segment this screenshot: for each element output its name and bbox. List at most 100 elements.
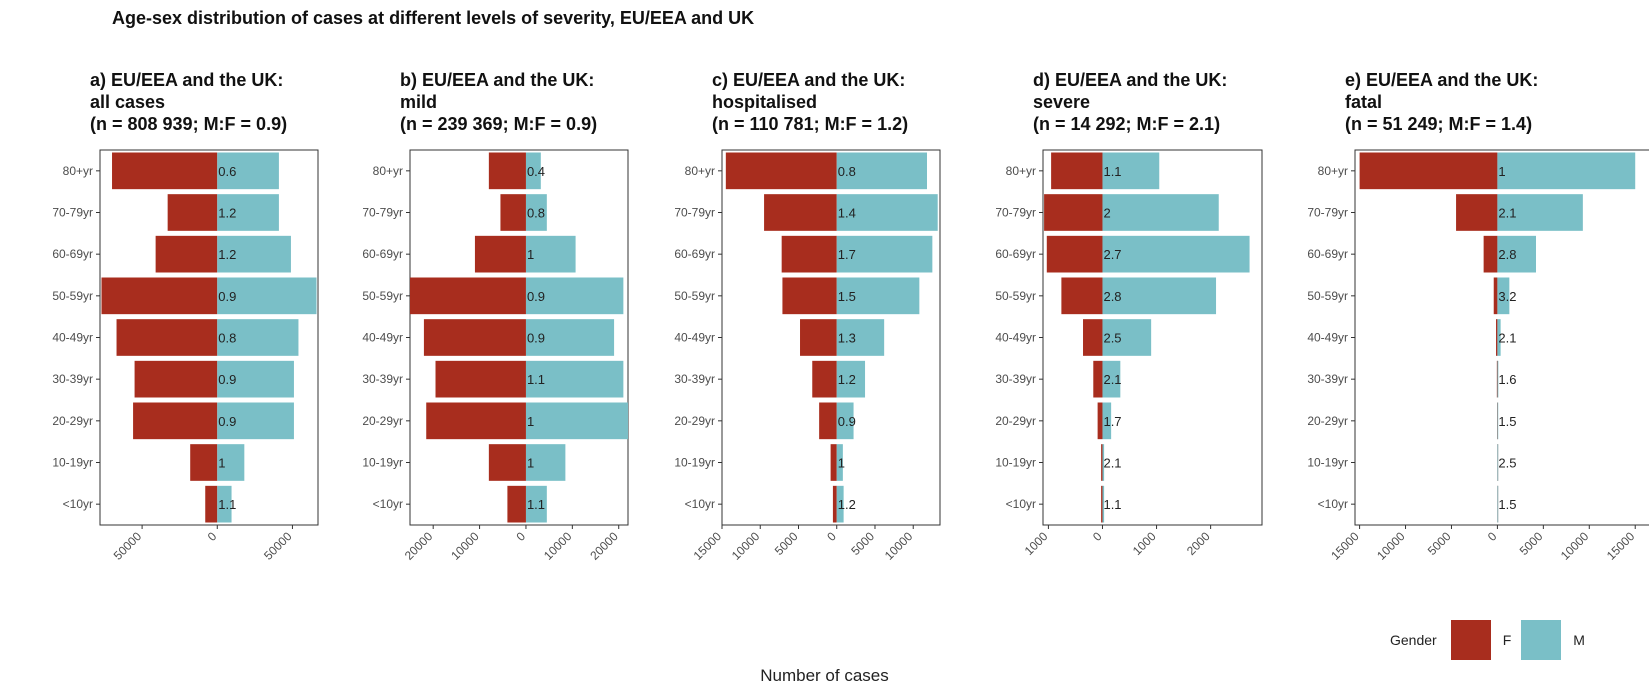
bar-m-1-7 — [525, 444, 566, 481]
x-tick-label-4-0: 15000 — [1328, 529, 1362, 563]
y-tick-label-3-7: 10-19yr — [995, 456, 1036, 470]
x-tick-label-3-2: 1000 — [1130, 529, 1159, 558]
bar-m-1-4 — [525, 319, 615, 356]
x-tick-label-4-6: 15000 — [1604, 529, 1638, 563]
ratio-label-1-4: 0.9 — [527, 331, 545, 346]
x-tick-label-3-3: 2000 — [1184, 529, 1213, 558]
x-tick-label-2-0: 15000 — [691, 529, 725, 563]
bar-m-1-5 — [525, 360, 624, 398]
y-tick-label-0-8: <10yr — [63, 497, 93, 511]
ratio-label-0-2: 1.2 — [218, 247, 236, 262]
ratio-label-0-1: 1.2 — [218, 206, 236, 221]
bar-f-2-0 — [725, 152, 837, 190]
ratio-label-2-7: 1 — [838, 456, 845, 471]
y-tick-label-3-2: 60-69yr — [995, 247, 1036, 261]
bar-f-1-3 — [410, 277, 526, 315]
bar-m-0-0 — [217, 152, 279, 190]
chart-title: Age-sex distribution of cases at differe… — [112, 8, 755, 28]
bar-f-2-7 — [830, 444, 837, 481]
bar-f-4-1 — [1456, 194, 1498, 231]
legend-label-m: M — [1573, 632, 1585, 648]
bar-m-2-2 — [836, 235, 933, 273]
bar-f-1-7 — [488, 444, 526, 481]
y-tick-label-1-4: 40-49yr — [362, 331, 403, 345]
ratio-label-3-3: 2.8 — [1103, 289, 1121, 304]
x-tick-label-0-1: 0 — [205, 529, 220, 544]
y-tick-label-1-2: 60-69yr — [362, 247, 403, 261]
bar-m-0-6 — [217, 402, 294, 440]
y-tick-label-4-2: 60-69yr — [1307, 247, 1348, 261]
y-tick-label-4-4: 40-49yr — [1307, 331, 1348, 345]
ratio-label-1-5: 1.1 — [527, 372, 545, 387]
bar-f-3-4 — [1083, 319, 1103, 356]
bar-m-1-1 — [525, 194, 547, 231]
bar-f-0-2 — [155, 235, 218, 273]
bar-m-0-3 — [217, 277, 317, 315]
ratio-label-4-6: 1.5 — [1498, 414, 1516, 429]
bar-m-4-1 — [1497, 194, 1583, 231]
panel-subtitle-4-0: e) EU/EEA and the UK: — [1345, 70, 1538, 90]
panel-subtitle-1-2: (n = 239 369; M:F = 0.9) — [400, 114, 597, 134]
y-tick-label-2-5: 30-39yr — [674, 372, 715, 386]
bar-f-4-4 — [1496, 319, 1498, 356]
ratio-label-3-7: 2.1 — [1103, 456, 1121, 471]
bar-m-0-1 — [217, 194, 279, 231]
bar-m-2-5 — [836, 360, 866, 398]
ratio-label-2-4: 1.3 — [838, 331, 856, 346]
panel-4: e) EU/EEA and the UK:fatal(n = 51 249; M… — [1307, 70, 1649, 563]
y-tick-label-2-7: 10-19yr — [674, 456, 715, 470]
y-tick-label-1-3: 50-59yr — [362, 289, 403, 303]
y-tick-label-1-1: 70-79yr — [362, 206, 403, 220]
bar-m-1-0 — [525, 152, 541, 190]
x-axis-label: Number of cases — [760, 666, 889, 685]
bar-m-2-4 — [836, 319, 885, 356]
bar-f-0-3 — [101, 277, 218, 315]
ratio-label-4-4: 2.1 — [1498, 331, 1516, 346]
legend: Gender F M — [1390, 620, 1585, 660]
bar-m-0-4 — [217, 319, 299, 356]
bar-f-3-7 — [1101, 444, 1103, 481]
legend-swatch-f — [1450, 620, 1491, 660]
bar-m-4-0 — [1497, 152, 1636, 190]
y-tick-label-3-3: 50-59yr — [995, 289, 1036, 303]
bar-m-4-4 — [1497, 319, 1501, 356]
panel-subtitle-4-1: fatal — [1345, 92, 1382, 112]
panel-subtitle-2-2: (n = 110 781; M:F = 1.2) — [712, 114, 908, 134]
ratio-label-1-1: 0.8 — [527, 206, 545, 221]
bar-f-0-8 — [205, 485, 218, 523]
bar-f-2-8 — [832, 485, 837, 523]
ratio-label-2-5: 1.2 — [838, 372, 856, 387]
bar-m-1-3 — [525, 277, 624, 315]
y-tick-label-0-3: 50-59yr — [52, 289, 93, 303]
panel-1: b) EU/EEA and the UK:mild(n = 239 369; M… — [362, 70, 629, 563]
y-tick-label-2-3: 50-59yr — [674, 289, 715, 303]
ratio-label-1-7: 1 — [527, 456, 534, 471]
ratio-label-3-2: 2.7 — [1103, 247, 1121, 262]
bar-m-3-5 — [1102, 360, 1121, 398]
ratio-label-2-0: 0.8 — [838, 164, 856, 179]
ratio-label-3-6: 1.7 — [1103, 414, 1121, 429]
bar-f-3-3 — [1061, 277, 1103, 315]
y-tick-label-3-4: 40-49yr — [995, 331, 1036, 345]
y-tick-label-0-1: 70-79yr — [52, 206, 93, 220]
panel-subtitle-4-2: (n = 51 249; M:F = 1.4) — [1345, 114, 1532, 134]
ratio-label-2-3: 1.5 — [838, 289, 856, 304]
bar-m-4-2 — [1497, 235, 1536, 273]
y-tick-label-0-0: 80+yr — [63, 164, 93, 178]
bar-m-0-2 — [217, 235, 291, 273]
ratio-label-2-6: 0.9 — [838, 414, 856, 429]
bar-f-1-1 — [500, 194, 526, 231]
bar-f-1-0 — [488, 152, 526, 190]
y-tick-label-0-5: 30-39yr — [52, 372, 93, 386]
bar-f-4-2 — [1483, 235, 1498, 273]
y-tick-label-3-8: <10yr — [1006, 497, 1036, 511]
bar-f-0-4 — [116, 319, 218, 356]
bar-m-3-2 — [1102, 235, 1250, 273]
bar-m-2-7 — [836, 444, 843, 481]
y-tick-label-3-1: 70-79yr — [995, 206, 1036, 220]
bar-m-2-1 — [836, 194, 938, 231]
y-tick-label-4-8: <10yr — [1318, 497, 1348, 511]
ratio-label-2-8: 1.2 — [838, 497, 856, 512]
bar-f-0-7 — [190, 444, 218, 481]
x-tick-label-2-4: 5000 — [848, 529, 877, 558]
